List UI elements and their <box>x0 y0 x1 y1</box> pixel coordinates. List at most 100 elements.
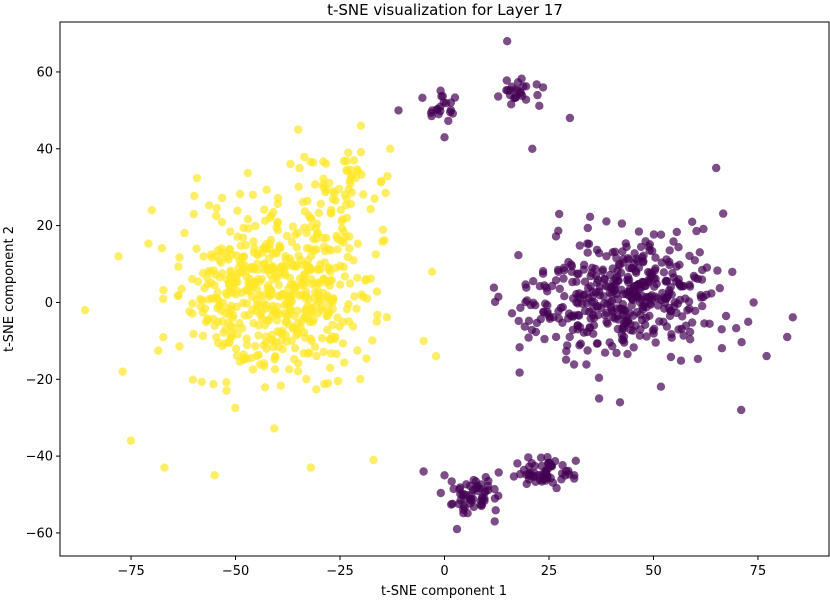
data-point <box>607 284 617 294</box>
data-point <box>209 380 218 389</box>
data-point <box>232 273 241 282</box>
data-point <box>688 217 697 226</box>
data-point <box>555 209 564 219</box>
data-point <box>560 266 569 275</box>
data-point <box>370 194 379 203</box>
data-point <box>583 346 592 355</box>
data-point <box>210 293 219 303</box>
data-point <box>579 328 589 337</box>
data-point <box>560 292 569 301</box>
data-point <box>515 368 524 377</box>
data-point <box>281 318 290 327</box>
data-point <box>538 83 548 92</box>
data-point <box>555 284 564 293</box>
data-point <box>583 239 592 248</box>
data-point <box>713 266 722 275</box>
data-point <box>505 90 515 100</box>
data-point <box>712 163 721 173</box>
data-point <box>312 245 321 254</box>
data-point <box>686 335 695 344</box>
data-point <box>543 310 552 319</box>
data-point <box>455 485 464 494</box>
data-point <box>159 333 168 342</box>
data-point <box>339 238 348 247</box>
data-point <box>192 244 201 253</box>
data-point <box>663 277 672 286</box>
data-point <box>717 325 726 334</box>
data-point <box>232 351 242 360</box>
data-point <box>269 306 279 315</box>
data-point <box>242 340 252 350</box>
data-point <box>595 282 604 291</box>
data-point <box>225 245 234 254</box>
data-point <box>345 279 355 288</box>
data-point <box>180 228 189 238</box>
data-point <box>299 349 308 358</box>
data-point <box>623 275 632 284</box>
data-point <box>301 287 311 297</box>
data-point <box>629 311 638 320</box>
data-point <box>313 229 323 238</box>
data-point <box>306 463 315 472</box>
data-point <box>674 325 683 334</box>
data-point <box>717 344 727 353</box>
data-point <box>239 252 248 262</box>
data-point <box>243 215 253 224</box>
data-point <box>502 76 511 85</box>
data-point <box>579 265 588 274</box>
data-point <box>576 339 585 348</box>
data-point <box>286 293 295 303</box>
y-tick-label: −60 <box>26 526 53 541</box>
data-point <box>353 239 362 248</box>
data-point <box>447 477 456 486</box>
data-point <box>199 252 208 261</box>
data-point <box>264 265 274 274</box>
data-point <box>260 383 270 392</box>
data-point <box>431 352 441 361</box>
data-point <box>419 336 428 346</box>
data-point <box>569 360 579 369</box>
data-point <box>217 193 227 203</box>
data-point <box>531 327 541 337</box>
data-point <box>666 352 676 362</box>
data-point <box>319 275 328 284</box>
data-point <box>250 279 259 289</box>
data-point <box>287 336 296 345</box>
y-tick-label: 60 <box>36 65 53 80</box>
data-point <box>551 332 561 342</box>
data-point <box>118 367 127 376</box>
data-point <box>302 374 311 384</box>
data-point <box>623 349 632 359</box>
data-point <box>302 228 311 238</box>
data-point <box>546 473 555 483</box>
data-point <box>494 468 503 477</box>
data-point <box>293 228 303 237</box>
data-point <box>584 294 593 303</box>
data-point <box>336 205 345 215</box>
data-point <box>235 319 244 328</box>
data-point <box>570 474 579 483</box>
data-point <box>565 113 575 123</box>
data-point <box>239 264 248 273</box>
data-point <box>336 280 345 289</box>
data-point <box>233 206 242 215</box>
data-point <box>719 209 728 218</box>
data-point <box>483 481 493 491</box>
data-point <box>262 344 271 353</box>
data-point <box>507 100 516 109</box>
data-point <box>294 125 303 134</box>
x-tick-label: −25 <box>326 564 353 579</box>
data-point <box>516 303 525 312</box>
data-point <box>281 255 291 264</box>
data-point <box>264 292 274 301</box>
data-point <box>477 500 487 509</box>
data-point <box>265 284 275 293</box>
data-point <box>700 319 709 328</box>
data-point <box>301 293 310 303</box>
data-point <box>241 240 251 250</box>
data-point <box>275 242 285 252</box>
data-point <box>732 324 741 333</box>
data-point <box>356 374 365 384</box>
data-point <box>382 313 391 322</box>
